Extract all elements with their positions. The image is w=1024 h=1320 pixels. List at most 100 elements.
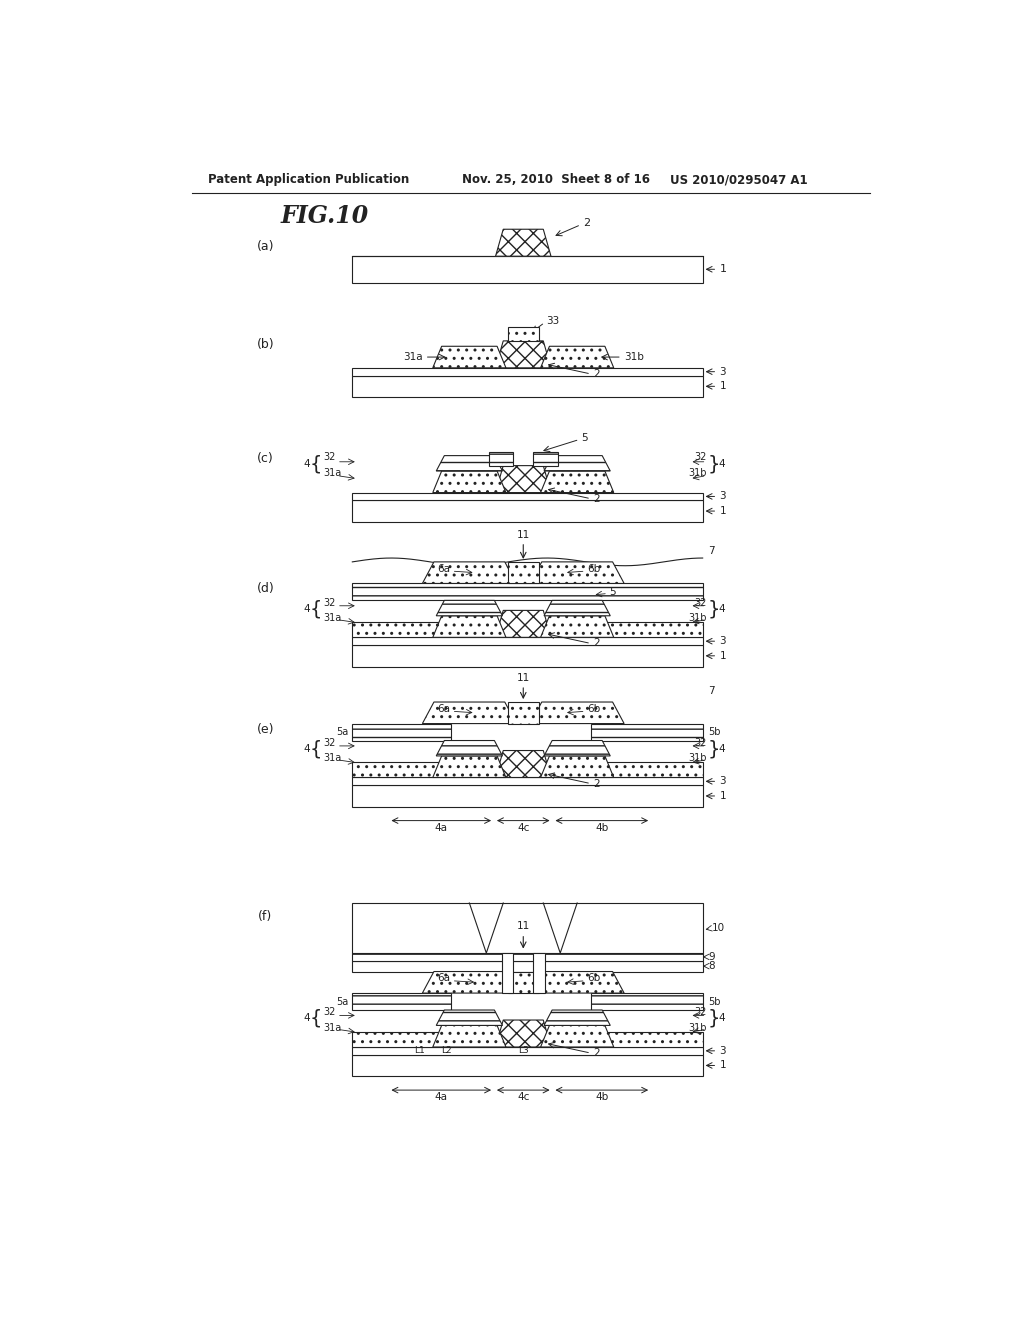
Bar	[352, 961, 702, 972]
Polygon shape	[496, 1020, 551, 1047]
Bar	[508, 972, 539, 993]
Text: }: }	[708, 454, 721, 474]
Text: Nov. 25, 2010  Sheet 8 of 16: Nov. 25, 2010 Sheet 8 of 16	[462, 173, 649, 186]
Text: 2: 2	[593, 1048, 600, 1059]
Text: 4: 4	[303, 744, 310, 754]
Text: 6a: 6a	[437, 564, 451, 574]
Text: 1: 1	[720, 651, 726, 661]
Polygon shape	[496, 751, 551, 777]
Polygon shape	[433, 346, 506, 368]
Text: 31b: 31b	[688, 1023, 707, 1032]
Text: 32: 32	[323, 598, 336, 607]
Polygon shape	[530, 972, 625, 993]
Text: 5: 5	[581, 433, 588, 444]
Text: 2: 2	[584, 218, 591, 228]
Bar	[352, 723, 451, 741]
Text: 4: 4	[303, 459, 310, 469]
Text: 5: 5	[609, 587, 616, 597]
Text: 4a: 4a	[435, 1092, 447, 1102]
Text: 1: 1	[720, 264, 727, 275]
Bar	[352, 903, 702, 953]
Text: L2: L2	[441, 1047, 452, 1055]
Text: 32: 32	[694, 738, 707, 748]
Text: 4c: 4c	[517, 1092, 529, 1102]
Bar	[508, 327, 539, 341]
Polygon shape	[436, 1010, 503, 1026]
Text: 31b: 31b	[688, 754, 707, 763]
Text: 33: 33	[517, 568, 529, 578]
Bar	[534, 953, 545, 993]
Polygon shape	[433, 756, 506, 777]
Text: 6b: 6b	[587, 704, 600, 714]
Text: 31a: 31a	[323, 467, 341, 478]
Text: 3: 3	[720, 636, 726, 647]
Text: 32: 32	[323, 738, 336, 748]
Text: 3: 3	[720, 776, 726, 787]
Bar	[352, 953, 702, 961]
Bar	[352, 645, 702, 667]
Polygon shape	[541, 615, 613, 638]
Polygon shape	[433, 1026, 506, 1047]
Bar	[352, 622, 702, 638]
Polygon shape	[496, 610, 551, 638]
Bar	[352, 256, 702, 284]
Polygon shape	[436, 601, 503, 615]
Bar	[488, 451, 513, 466]
Text: 10: 10	[712, 924, 725, 933]
Text: 6b: 6b	[587, 973, 600, 983]
Text: (a): (a)	[257, 240, 274, 253]
Polygon shape	[422, 562, 516, 583]
Text: 33: 33	[547, 315, 559, 326]
Text: 4b: 4b	[595, 1092, 608, 1102]
Text: 11: 11	[517, 921, 529, 932]
Text: 31b: 31b	[625, 352, 644, 362]
Text: FIG.10: FIG.10	[281, 205, 369, 228]
Text: 3: 3	[720, 491, 726, 502]
Bar	[534, 451, 558, 466]
Text: (f): (f)	[258, 911, 272, 924]
Text: 31a: 31a	[402, 352, 422, 362]
Polygon shape	[422, 702, 516, 723]
Text: }: }	[708, 739, 721, 759]
Text: 31b: 31b	[688, 467, 707, 478]
Polygon shape	[544, 455, 610, 471]
Text: 4: 4	[718, 603, 725, 614]
Text: 4: 4	[718, 459, 725, 469]
Text: 6b: 6b	[587, 564, 600, 574]
Polygon shape	[544, 741, 610, 756]
Text: 1: 1	[720, 1060, 726, 1071]
Text: 2: 2	[593, 779, 600, 788]
Text: 32: 32	[323, 453, 336, 462]
Text: 3: 3	[720, 367, 726, 376]
Text: 7: 7	[708, 546, 715, 556]
Text: 4: 4	[303, 603, 310, 614]
Text: 4: 4	[718, 1014, 725, 1023]
Bar	[352, 993, 451, 1010]
Polygon shape	[530, 562, 625, 583]
Text: 4: 4	[303, 1014, 310, 1023]
Bar	[352, 583, 702, 601]
Polygon shape	[541, 346, 613, 368]
Bar	[591, 723, 702, 741]
Bar	[352, 762, 702, 777]
Bar	[508, 562, 539, 583]
Text: 1: 1	[720, 791, 726, 801]
Polygon shape	[422, 972, 516, 993]
Polygon shape	[496, 466, 551, 492]
Text: 11: 11	[517, 673, 529, 682]
Text: 32: 32	[694, 1007, 707, 1018]
Bar	[352, 638, 702, 645]
Text: 5b: 5b	[708, 727, 721, 737]
Polygon shape	[544, 601, 610, 615]
Text: }: }	[708, 1008, 721, 1028]
Polygon shape	[541, 1026, 613, 1047]
Text: (e): (e)	[257, 723, 274, 737]
Text: {: {	[309, 1008, 322, 1028]
Bar	[508, 702, 539, 723]
Text: 1: 1	[720, 381, 726, 391]
Text: 4b: 4b	[595, 822, 608, 833]
Text: L1: L1	[414, 1047, 425, 1055]
Bar	[352, 500, 702, 521]
Text: 31a: 31a	[323, 612, 341, 623]
Text: 2: 2	[593, 494, 600, 504]
